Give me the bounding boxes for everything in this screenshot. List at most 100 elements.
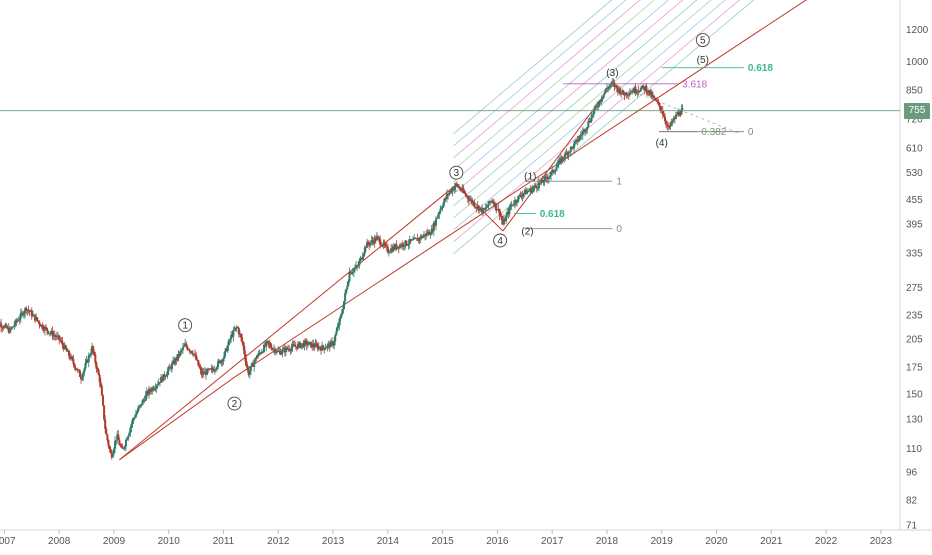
candle-body [625, 92, 628, 96]
candle-body [630, 92, 633, 94]
candle-body [568, 151, 571, 153]
candle-body [30, 310, 33, 317]
candle-body [3, 325, 6, 329]
price-tick-label: 850 [906, 85, 923, 96]
candle-body [525, 191, 528, 195]
candle-body [110, 453, 113, 458]
candle-body [292, 344, 295, 346]
candle-body [82, 372, 85, 378]
candle-body [293, 344, 296, 347]
candle-body [658, 103, 661, 107]
candle-body [645, 86, 648, 93]
candle-body [104, 419, 107, 429]
candle-body [225, 348, 228, 351]
candle-body [624, 92, 627, 96]
candle-body [476, 205, 479, 208]
candle-body [0, 323, 3, 328]
candle-body [582, 129, 585, 132]
candle-body [649, 91, 652, 95]
candle-body [171, 363, 174, 369]
candle-body [4, 324, 7, 326]
candle-body [269, 344, 272, 348]
candle-body [339, 315, 342, 319]
candle-body [203, 371, 206, 374]
time-tick-label: 2012 [267, 536, 290, 547]
time-tick-label: 2014 [377, 536, 400, 547]
candle-body [83, 368, 86, 373]
candle-body [135, 411, 138, 415]
candle-body [299, 342, 302, 348]
candle-body [190, 351, 193, 354]
candle-body [277, 350, 280, 352]
price-axis-labels: 1200 1000 850 720 610 530 455 395 335 275 235 205 17… [906, 25, 929, 531]
candle-body [37, 320, 40, 322]
candle-body [442, 202, 445, 207]
candle-body [327, 343, 330, 345]
candle-body [347, 281, 350, 286]
candle-body [599, 101, 602, 102]
candle-body [550, 172, 553, 176]
candle-body [200, 369, 203, 375]
candle-body [114, 441, 117, 449]
candle-body [553, 171, 556, 173]
candle-body [386, 246, 389, 253]
wave-label-text: 1 [182, 321, 188, 332]
candle-body [559, 158, 562, 163]
candle-body [101, 395, 104, 406]
candle-body [48, 332, 51, 334]
candle-body [275, 352, 278, 354]
candle-body [364, 247, 367, 249]
candle-body [407, 243, 410, 245]
candle-body [231, 334, 234, 337]
candle-body [478, 208, 481, 211]
candle-body [196, 359, 199, 361]
last-price-badge: 755 [904, 102, 930, 119]
candle-body [273, 348, 276, 353]
candle-body [93, 352, 96, 355]
candle-body [314, 343, 317, 348]
candle-body [495, 203, 498, 210]
candle-body [62, 344, 65, 350]
candle-body [207, 369, 210, 370]
candle-body [665, 121, 668, 125]
candle-body [100, 386, 103, 396]
candle-body [414, 237, 417, 239]
candle-body [426, 233, 429, 235]
candle-body [578, 136, 581, 140]
candle-body [346, 285, 349, 290]
candle-body [255, 357, 258, 359]
candle-body [155, 385, 158, 389]
candle-body [429, 234, 432, 236]
candle-body [617, 88, 620, 92]
candle-body [378, 237, 381, 240]
candle-body [451, 188, 454, 193]
candle-body [326, 344, 329, 348]
candle-body [516, 201, 519, 203]
candle-body [653, 95, 656, 98]
candle-body [494, 203, 497, 207]
candle-body [180, 349, 183, 351]
candle-body [544, 176, 547, 178]
candle-body [487, 201, 490, 207]
channel-line [453, 0, 613, 135]
wave-label-text: (5) [697, 55, 709, 66]
candle-body [139, 404, 142, 407]
candle-body [87, 355, 90, 363]
candle-body [477, 205, 480, 211]
candle-body [106, 434, 109, 441]
candle-body [594, 105, 597, 107]
wave-labels: 1 2 3 4 5 (1) (2) (3) (4) (5) [178, 33, 710, 411]
candle-body [533, 185, 536, 188]
candle-body [552, 170, 555, 173]
wave-label-text: (4) [656, 138, 668, 149]
candle-body [666, 124, 669, 126]
candle-body [357, 265, 360, 267]
candle-body [607, 87, 610, 89]
candle-body [520, 196, 523, 197]
candle-body [166, 370, 169, 376]
candle-body [254, 357, 257, 362]
candle-body [35, 317, 38, 321]
candle-body [393, 246, 396, 249]
